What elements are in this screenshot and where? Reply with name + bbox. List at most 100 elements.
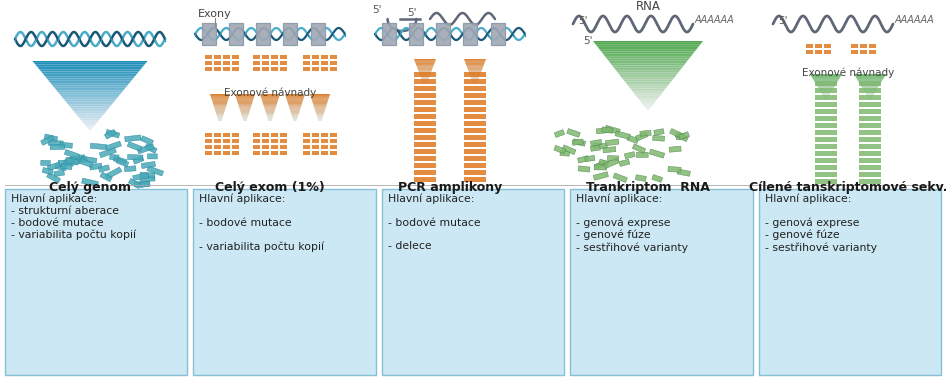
FancyBboxPatch shape bbox=[280, 139, 287, 143]
FancyBboxPatch shape bbox=[132, 156, 144, 164]
Polygon shape bbox=[624, 81, 672, 83]
FancyBboxPatch shape bbox=[859, 158, 881, 163]
Polygon shape bbox=[317, 116, 323, 117]
FancyBboxPatch shape bbox=[414, 100, 436, 105]
Polygon shape bbox=[84, 124, 96, 126]
FancyBboxPatch shape bbox=[253, 55, 260, 59]
Polygon shape bbox=[629, 86, 667, 88]
FancyBboxPatch shape bbox=[128, 155, 143, 160]
FancyBboxPatch shape bbox=[232, 139, 239, 143]
FancyBboxPatch shape bbox=[201, 23, 216, 45]
FancyBboxPatch shape bbox=[253, 151, 260, 155]
Polygon shape bbox=[855, 76, 885, 77]
FancyBboxPatch shape bbox=[312, 151, 319, 155]
FancyBboxPatch shape bbox=[464, 106, 486, 111]
Polygon shape bbox=[237, 103, 253, 104]
Polygon shape bbox=[213, 104, 227, 105]
Text: 5': 5' bbox=[372, 5, 381, 15]
FancyBboxPatch shape bbox=[859, 150, 881, 155]
Polygon shape bbox=[286, 96, 305, 97]
FancyBboxPatch shape bbox=[859, 130, 881, 135]
Text: PCR amplikony: PCR amplikony bbox=[398, 181, 502, 194]
Polygon shape bbox=[604, 55, 692, 57]
FancyBboxPatch shape bbox=[312, 61, 319, 65]
FancyBboxPatch shape bbox=[137, 144, 154, 154]
FancyBboxPatch shape bbox=[262, 145, 269, 149]
Polygon shape bbox=[312, 100, 328, 101]
Polygon shape bbox=[417, 68, 432, 69]
FancyBboxPatch shape bbox=[280, 133, 287, 137]
FancyBboxPatch shape bbox=[271, 145, 278, 149]
Polygon shape bbox=[236, 98, 254, 99]
Polygon shape bbox=[469, 72, 481, 73]
Polygon shape bbox=[290, 112, 299, 113]
Polygon shape bbox=[40, 70, 140, 72]
FancyBboxPatch shape bbox=[464, 155, 486, 160]
Polygon shape bbox=[855, 75, 885, 76]
FancyBboxPatch shape bbox=[824, 44, 831, 48]
FancyBboxPatch shape bbox=[124, 166, 136, 172]
Polygon shape bbox=[814, 80, 838, 81]
Polygon shape bbox=[238, 104, 252, 105]
Polygon shape bbox=[266, 114, 273, 115]
Text: 5': 5' bbox=[407, 8, 416, 18]
FancyBboxPatch shape bbox=[60, 142, 73, 148]
FancyBboxPatch shape bbox=[593, 143, 607, 149]
Polygon shape bbox=[239, 106, 251, 108]
Polygon shape bbox=[815, 83, 836, 84]
Polygon shape bbox=[814, 79, 839, 80]
FancyBboxPatch shape bbox=[594, 160, 606, 169]
FancyBboxPatch shape bbox=[232, 67, 239, 71]
Polygon shape bbox=[867, 97, 872, 98]
Polygon shape bbox=[266, 111, 274, 112]
Polygon shape bbox=[217, 114, 224, 115]
Polygon shape bbox=[68, 105, 112, 106]
Polygon shape bbox=[641, 102, 655, 104]
FancyBboxPatch shape bbox=[90, 163, 102, 170]
FancyBboxPatch shape bbox=[859, 88, 881, 92]
FancyBboxPatch shape bbox=[223, 139, 230, 143]
FancyBboxPatch shape bbox=[114, 156, 127, 164]
Polygon shape bbox=[472, 81, 478, 82]
FancyBboxPatch shape bbox=[624, 152, 635, 159]
FancyBboxPatch shape bbox=[604, 158, 619, 169]
FancyBboxPatch shape bbox=[132, 173, 149, 180]
Polygon shape bbox=[312, 101, 327, 102]
Polygon shape bbox=[634, 94, 662, 95]
FancyBboxPatch shape bbox=[271, 151, 278, 155]
FancyBboxPatch shape bbox=[205, 145, 212, 149]
Polygon shape bbox=[866, 93, 875, 94]
Polygon shape bbox=[464, 61, 485, 62]
FancyBboxPatch shape bbox=[759, 189, 941, 375]
Polygon shape bbox=[54, 87, 126, 89]
FancyBboxPatch shape bbox=[205, 133, 212, 137]
FancyBboxPatch shape bbox=[414, 141, 436, 147]
FancyBboxPatch shape bbox=[859, 80, 881, 86]
Polygon shape bbox=[211, 96, 230, 97]
FancyBboxPatch shape bbox=[491, 23, 505, 45]
Polygon shape bbox=[70, 106, 110, 108]
FancyBboxPatch shape bbox=[214, 61, 221, 65]
FancyBboxPatch shape bbox=[632, 144, 646, 153]
FancyBboxPatch shape bbox=[414, 78, 436, 83]
FancyBboxPatch shape bbox=[50, 144, 64, 150]
FancyBboxPatch shape bbox=[464, 23, 478, 45]
Polygon shape bbox=[825, 99, 827, 100]
Polygon shape bbox=[626, 83, 670, 85]
Polygon shape bbox=[212, 100, 228, 101]
Polygon shape bbox=[261, 98, 279, 99]
Polygon shape bbox=[854, 74, 886, 75]
Polygon shape bbox=[56, 89, 125, 91]
FancyBboxPatch shape bbox=[284, 23, 297, 45]
FancyBboxPatch shape bbox=[414, 155, 436, 160]
Polygon shape bbox=[286, 98, 304, 99]
FancyBboxPatch shape bbox=[232, 145, 239, 149]
Polygon shape bbox=[286, 95, 305, 96]
FancyBboxPatch shape bbox=[815, 116, 837, 121]
FancyBboxPatch shape bbox=[262, 139, 269, 143]
FancyBboxPatch shape bbox=[554, 130, 565, 138]
Polygon shape bbox=[216, 112, 224, 113]
Polygon shape bbox=[467, 68, 482, 69]
Polygon shape bbox=[289, 105, 302, 106]
FancyBboxPatch shape bbox=[590, 145, 601, 151]
